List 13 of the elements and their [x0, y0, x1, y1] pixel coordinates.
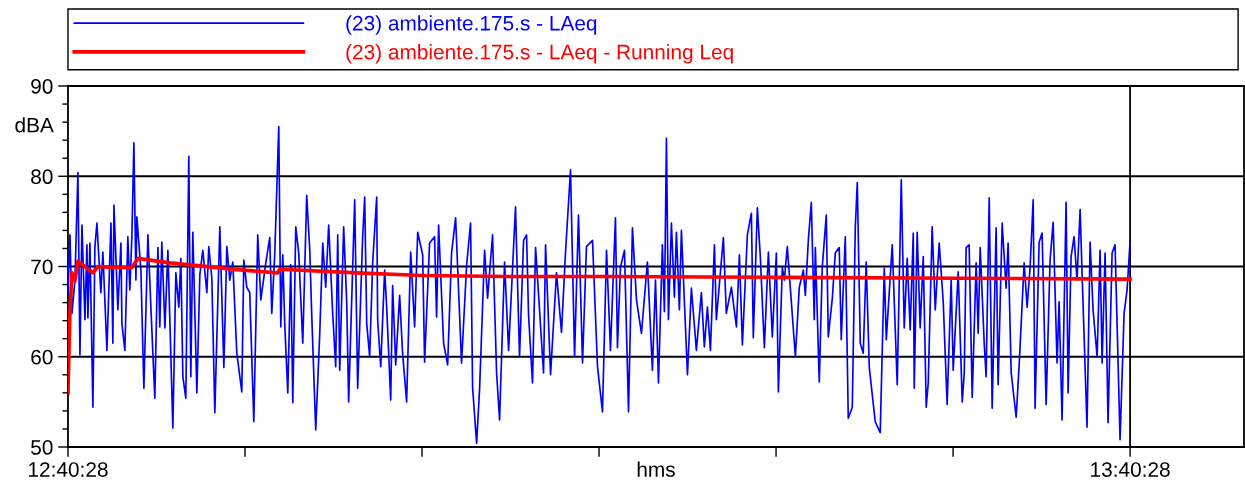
- y-tick-label: 70: [31, 259, 53, 275]
- y-tick-label: 50: [31, 440, 53, 455]
- y-tick-label: 90: [31, 79, 53, 94]
- line-series: [67, 256, 1132, 395]
- line-series: [67, 125, 1131, 445]
- y-axis-title: dBA: [15, 117, 54, 133]
- x-axis-title: hms: [637, 461, 675, 477]
- x-tick-label: 12:40:28: [29, 462, 108, 477]
- y-tick-label: 80: [31, 169, 53, 185]
- x-tick-label: 13:40:28: [1091, 462, 1170, 477]
- text: (23) ambiente.175.s - LAeq: [346, 15, 597, 35]
- text: (23) ambiente.175.s - LAeq - Running Leq: [346, 44, 733, 64]
- y-tick-label: 60: [31, 349, 53, 365]
